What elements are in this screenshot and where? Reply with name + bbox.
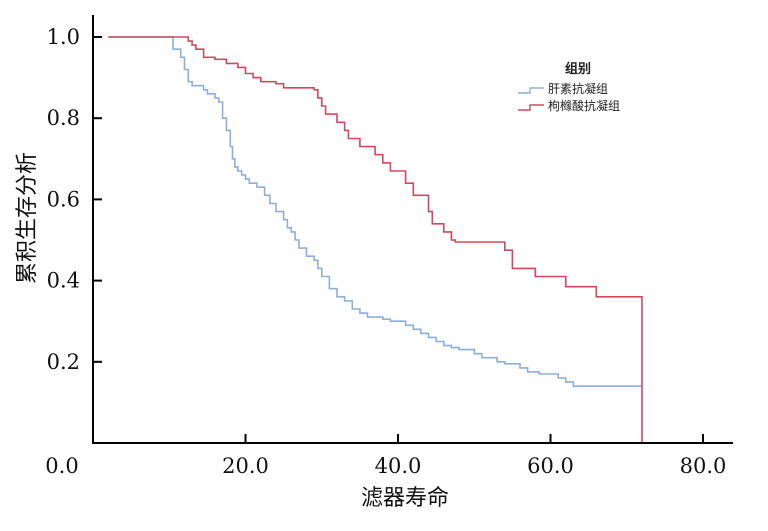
y-axis-title: 累积生存分析 (15, 152, 40, 284)
y-tick-label: 1.0 (47, 25, 80, 49)
y-tick-label: 0.6 (47, 187, 80, 211)
legend-swatch (518, 87, 544, 94)
x-tick-label: 40.0 (375, 454, 422, 478)
series-line-1 (108, 36, 642, 387)
ticks-layer: 0.2 0.4 0.6 0.8 1.0 0.0 20.0 40.0 60.0 80.0 (45, 25, 726, 478)
legend-label: 枸橼酸抗凝组 (548, 98, 620, 113)
y-tick-label: 0.2 (47, 350, 80, 374)
x-tick-label: 20.0 (222, 454, 269, 478)
x-tick-label: 60.0 (527, 454, 574, 478)
x-tick-label: 80.0 (680, 454, 727, 478)
y-tick-label: 0.8 (47, 106, 80, 130)
legend-title: 组别 (565, 61, 591, 77)
series-line-2 (108, 36, 643, 443)
legend-swatch (518, 104, 544, 111)
axes-layer (92, 15, 733, 444)
legend-label: 肝素抗凝组 (548, 81, 608, 96)
series-layer (108, 36, 643, 443)
y-tick-label: 0.4 (47, 269, 80, 293)
x-tick-label: 0.0 (45, 454, 78, 478)
x-axis-title: 滤器寿命 (361, 486, 449, 511)
